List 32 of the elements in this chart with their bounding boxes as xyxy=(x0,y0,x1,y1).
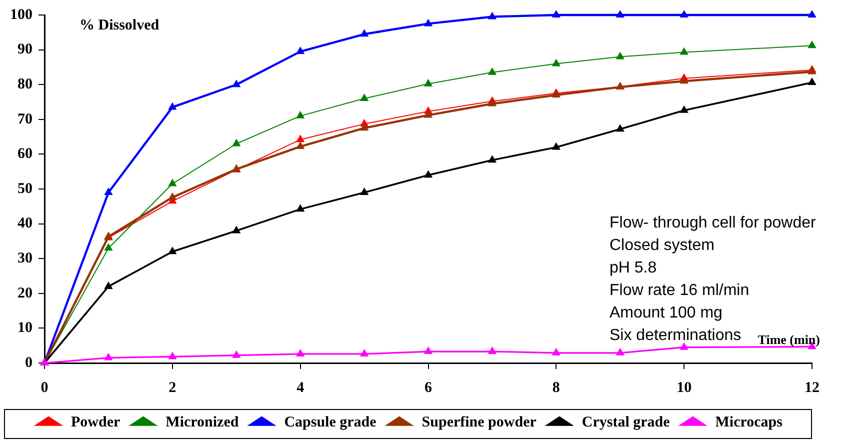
x-tick-label: 10 xyxy=(676,380,692,396)
y-tick-label: 10 xyxy=(18,320,32,336)
y-tick-label: 90 xyxy=(18,42,32,58)
annotation: Flow rate 16 ml/min xyxy=(610,282,750,299)
x-axis-title: Time (min) xyxy=(758,332,820,347)
y-tick-label: 80 xyxy=(18,76,32,92)
legend-label: Capsule grade xyxy=(284,414,377,430)
annotation: Flow- through cell for powder xyxy=(610,214,816,232)
legend-label: Crystal grade xyxy=(582,414,670,430)
y-tick-label: 0 xyxy=(25,354,32,371)
y-tick-label: 30 xyxy=(18,250,32,266)
y-axis-title: % Dissolved xyxy=(80,17,160,34)
y-tick-label: 50 xyxy=(18,180,32,197)
x-tick-label: 0 xyxy=(40,380,48,396)
legend-label: Micronized xyxy=(166,414,240,430)
y-tick-label: 70 xyxy=(18,111,32,128)
x-tick-label: 4 xyxy=(296,380,305,396)
annotation: Amount 100 mg xyxy=(610,304,722,322)
x-tick-label: 8 xyxy=(552,380,560,396)
annotation: Six determinations xyxy=(610,326,742,344)
y-tick-label: 20 xyxy=(18,285,32,302)
y-tick-label: 60 xyxy=(18,146,32,162)
legend-label: Powder xyxy=(71,414,121,430)
x-tick-label: 12 xyxy=(804,380,820,396)
legend-label: Superfine powder xyxy=(422,414,537,430)
annotation: Closed system xyxy=(610,236,714,254)
y-tick-label: 40 xyxy=(18,216,32,232)
x-tick-label: 6 xyxy=(424,380,432,396)
x-tick-label: 2 xyxy=(168,380,176,396)
legend-label: Microcaps xyxy=(715,414,783,430)
annotation: pH 5.8 xyxy=(610,259,657,276)
y-tick-label: 100 xyxy=(10,6,32,23)
